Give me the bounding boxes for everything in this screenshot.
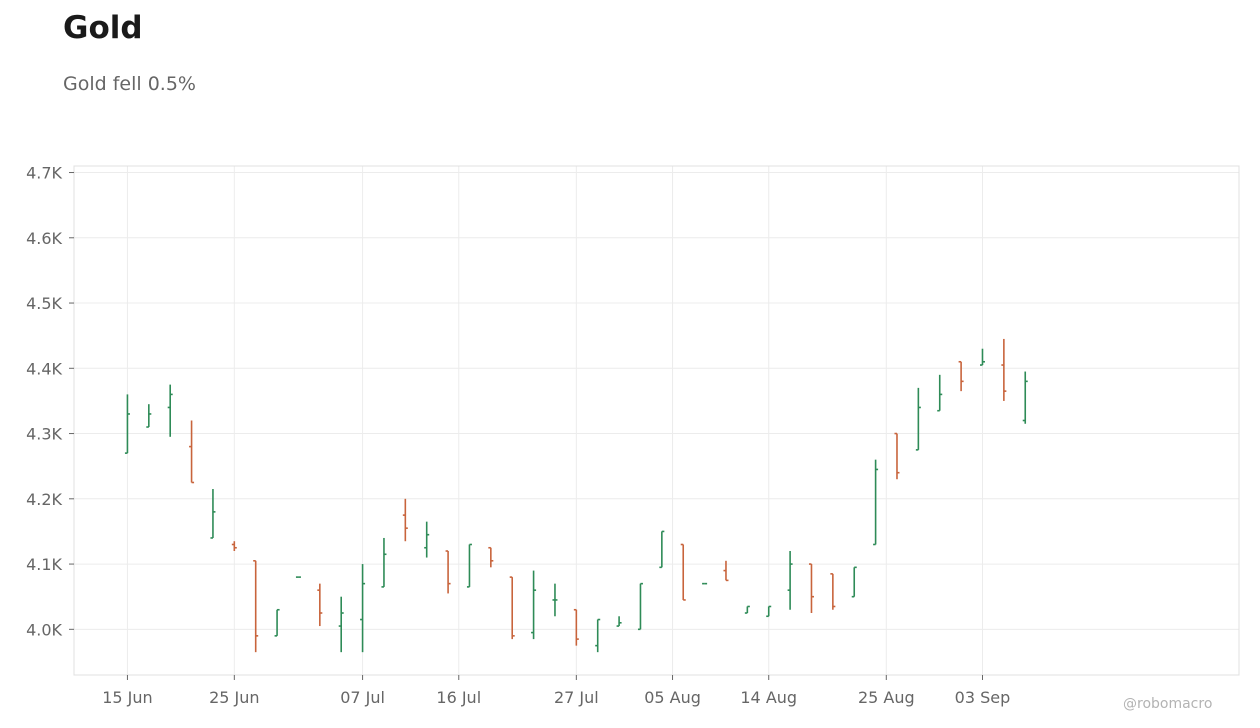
ohlc-bar [830,573,836,610]
ohlc-bar [894,432,900,480]
ohlc-bar [616,616,622,627]
ohlc-bar [317,583,323,627]
ohlc-bar [124,394,130,454]
x-tick-label: 05 Aug [644,688,701,707]
ohlc-bar [766,605,772,618]
y-axis-ticks: 4.0K 4.1K 4.2K 4.3K 4.4K 4.5K 4.6K 4.7K [26,164,74,639]
x-tick-label: 25 Jun [209,688,259,707]
ohlc-bar [488,546,494,568]
y-tick-label: 4.0K [26,620,62,639]
ohlc-bar [808,563,814,614]
ohlc-bar [424,521,430,558]
x-tick-label: 15 Jun [102,688,152,707]
ohlc-bar [445,550,451,594]
y-tick-label: 4.5K [26,294,62,313]
x-axis-ticks: 15 Jun 25 Jun 07 Jul 16 Jul 27 Jul 05 Aug 14 A… [102,675,1010,707]
ohlc-bar [680,543,686,601]
ohlc-bar [552,583,558,617]
ohlc-bar [637,582,643,631]
ohlc-bar [509,576,515,640]
plot-frame [73,165,1240,676]
ohlc-bar [210,489,216,539]
ohlc-bar [402,498,408,542]
ohlc-bar [1001,338,1007,401]
ohlc-bar [466,543,472,588]
ohlc-bar [360,564,366,653]
x-tick-label: 03 Sep [955,688,1011,707]
grid-layer [74,166,1239,675]
y-tick-label: 4.7K [26,164,62,183]
ohlc-bar [1022,371,1028,424]
x-tick-label: 25 Aug [858,688,915,707]
ohlc-bar [146,404,152,428]
x-tick-label: 27 Jul [554,688,599,707]
ohlc-bar [873,459,879,546]
chart-subtitle: Gold fell 0.5% [63,73,196,95]
ohlc-bar [338,596,344,653]
ohlc-bar [189,420,195,484]
ohlc-bar [659,530,665,569]
y-tick-label: 4.4K [26,359,62,378]
chart-title: Gold [63,10,143,46]
x-tick-label: 07 Jul [340,688,385,707]
y-tick-label: 4.2K [26,490,62,509]
ohlc-bar [958,360,964,392]
ohlc-bar [937,374,943,412]
ohlc-bars [124,338,1028,653]
ohlc-bar [531,570,537,640]
y-tick-label: 4.6K [26,229,62,248]
y-tick-label: 4.1K [26,555,62,574]
watermark: @robomacro [1123,696,1213,712]
ohlc-bar [744,605,750,614]
ohlc-bar [573,608,579,646]
ohlc-bar [167,384,173,437]
ohlc-bar [851,566,857,598]
ohlc-bar [979,348,985,366]
ohlc-bar [381,537,387,588]
y-tick-label: 4.3K [26,425,62,444]
x-tick-label: 16 Jul [436,688,481,707]
ohlc-bar [723,560,729,582]
ohlc-bar [595,618,601,653]
ohlc-bar [274,608,280,637]
ohlc-bar [253,560,259,653]
x-tick-label: 14 Aug [740,688,797,707]
ohlc-bar [231,541,237,552]
ohlc-bar [787,551,793,610]
ohlc-bar [915,387,921,451]
